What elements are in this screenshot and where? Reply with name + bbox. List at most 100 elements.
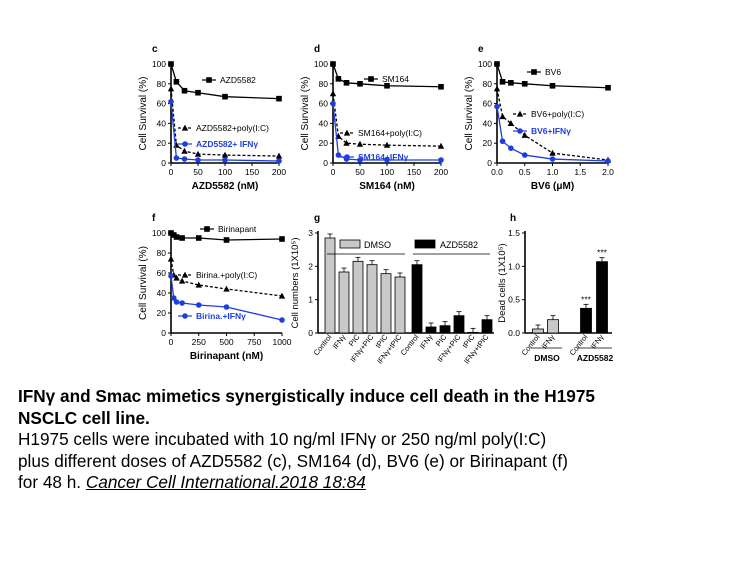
data-point (521, 131, 528, 138)
y-tick-label: 40 (483, 118, 493, 128)
x-tick-label: 50 (355, 167, 365, 177)
data-point (173, 141, 180, 148)
data-point (357, 81, 363, 87)
bar-legend: DMSO AZD5582 (327, 239, 490, 255)
data-point (173, 274, 180, 281)
data-point (494, 103, 500, 110)
data-point (278, 292, 286, 299)
x-tick-label: 0 (169, 167, 174, 177)
legend-label: AZD5582 (220, 75, 256, 85)
y-tick-label: 20 (157, 308, 167, 318)
y-tick-label: 0.0 (508, 328, 520, 338)
data-point (384, 157, 390, 163)
data-point (179, 300, 185, 306)
data-point (437, 142, 445, 149)
y-tick-label: 100 (152, 228, 166, 238)
series-3: AZD5582+ IFNγ (168, 98, 282, 164)
y-tick-label: 1.0 (508, 261, 520, 271)
y-tick-label: 80 (483, 79, 493, 89)
significance-stars: *** (597, 248, 608, 258)
legend-label-dmso: DMSO (364, 240, 391, 250)
series-1: SM164 (330, 61, 444, 90)
x-tick-label: 250 (192, 337, 206, 347)
legend-label: SM164 (382, 74, 409, 84)
legend-label: AZD5582+ IFNγ (196, 139, 258, 149)
y-tick-label: 60 (157, 268, 167, 278)
y-tick-label: 80 (319, 79, 329, 89)
x-tick-label: 1000 (273, 337, 292, 347)
significance-stars: *** (581, 294, 592, 304)
y-axis-label: Cell Survival (%) (138, 246, 149, 320)
data-point (195, 157, 201, 163)
series-line (170, 63, 280, 100)
panel-label: f (152, 213, 156, 224)
legend-marker (181, 271, 189, 278)
legend-marker (531, 69, 537, 75)
panel-label: g (314, 213, 320, 224)
bar (411, 264, 423, 334)
y-tick-label: 20 (319, 138, 329, 148)
data-point (549, 156, 556, 162)
line-panel-d: d 0 20 40 60 80 100 0 50 100 150 200 SM164 (nM) Cell … (300, 44, 448, 192)
panel-label: c (152, 44, 158, 55)
data-point (494, 61, 500, 67)
bar (532, 328, 544, 334)
data-point (167, 255, 175, 262)
legend-marker (344, 154, 350, 160)
bar (338, 271, 350, 334)
line-panel-e: e 0 20 40 60 80 100 0.0 0.5 1.0 1.5 2.0 BV6 (μM) Cell… (464, 44, 614, 192)
data-point (194, 150, 202, 157)
series-3: BV6+IFNγ (494, 103, 611, 164)
data-point (521, 81, 528, 87)
y-tick-label: 1.5 (508, 228, 520, 238)
series-1: Birinapant (168, 224, 285, 243)
data-point (357, 157, 363, 163)
data-point (279, 317, 285, 323)
data-point (223, 285, 230, 292)
legend-label: Birinapant (218, 224, 257, 234)
y-axis-label: Cell Survival (%) (300, 77, 311, 151)
legend-marker (517, 128, 523, 134)
citation-link[interactable]: Cancer Cell International.2018 18:84 (85, 472, 366, 492)
bar (439, 325, 451, 334)
y-tick-label: 0 (161, 328, 166, 338)
legend-label: BV6+IFNγ (531, 126, 571, 136)
data-point (168, 61, 174, 67)
legend-marker (182, 141, 188, 147)
legend-label: Birina.+IFNγ (196, 311, 246, 321)
series-3: Birina.+IFNγ (168, 273, 285, 323)
data-point (170, 295, 177, 301)
data-point (507, 120, 515, 126)
data-point (521, 152, 528, 158)
y-tick-label: 100 (314, 59, 328, 69)
x-tick-label: 1.5 (574, 167, 586, 177)
series-line (496, 106, 609, 162)
legend-swatch-dmso (339, 239, 361, 249)
data-point (279, 236, 285, 242)
data-point (508, 80, 514, 86)
data-point (329, 90, 337, 97)
caption-body-line-3: for 48 h. (18, 472, 86, 492)
data-point (330, 100, 336, 107)
legend-marker (182, 313, 188, 319)
y-tick-label: 2 (308, 261, 313, 271)
legend-label-azd5582: AZD5582 (440, 240, 478, 250)
group-labels: DMSO AZD5582 (531, 347, 613, 363)
y-tick-label: 0 (323, 158, 328, 168)
bar (324, 237, 336, 334)
data-point (499, 79, 506, 85)
x-tick-label: 750 (247, 337, 261, 347)
data-point (508, 145, 514, 151)
legend-marker (516, 110, 524, 117)
data-point (549, 82, 556, 89)
data-point (173, 299, 180, 305)
data-point (384, 82, 390, 89)
series-2: Birina.+poly(I:C) (167, 255, 286, 299)
x-tick-label: IFNγ (418, 333, 435, 351)
x-tick-label: 0 (169, 337, 174, 347)
series-1: AZD5582 (168, 61, 282, 102)
bar-group-azd5582: ***Control***IFNγ (568, 248, 608, 357)
bar (380, 273, 392, 334)
x-tick-label: 500 (219, 337, 233, 347)
